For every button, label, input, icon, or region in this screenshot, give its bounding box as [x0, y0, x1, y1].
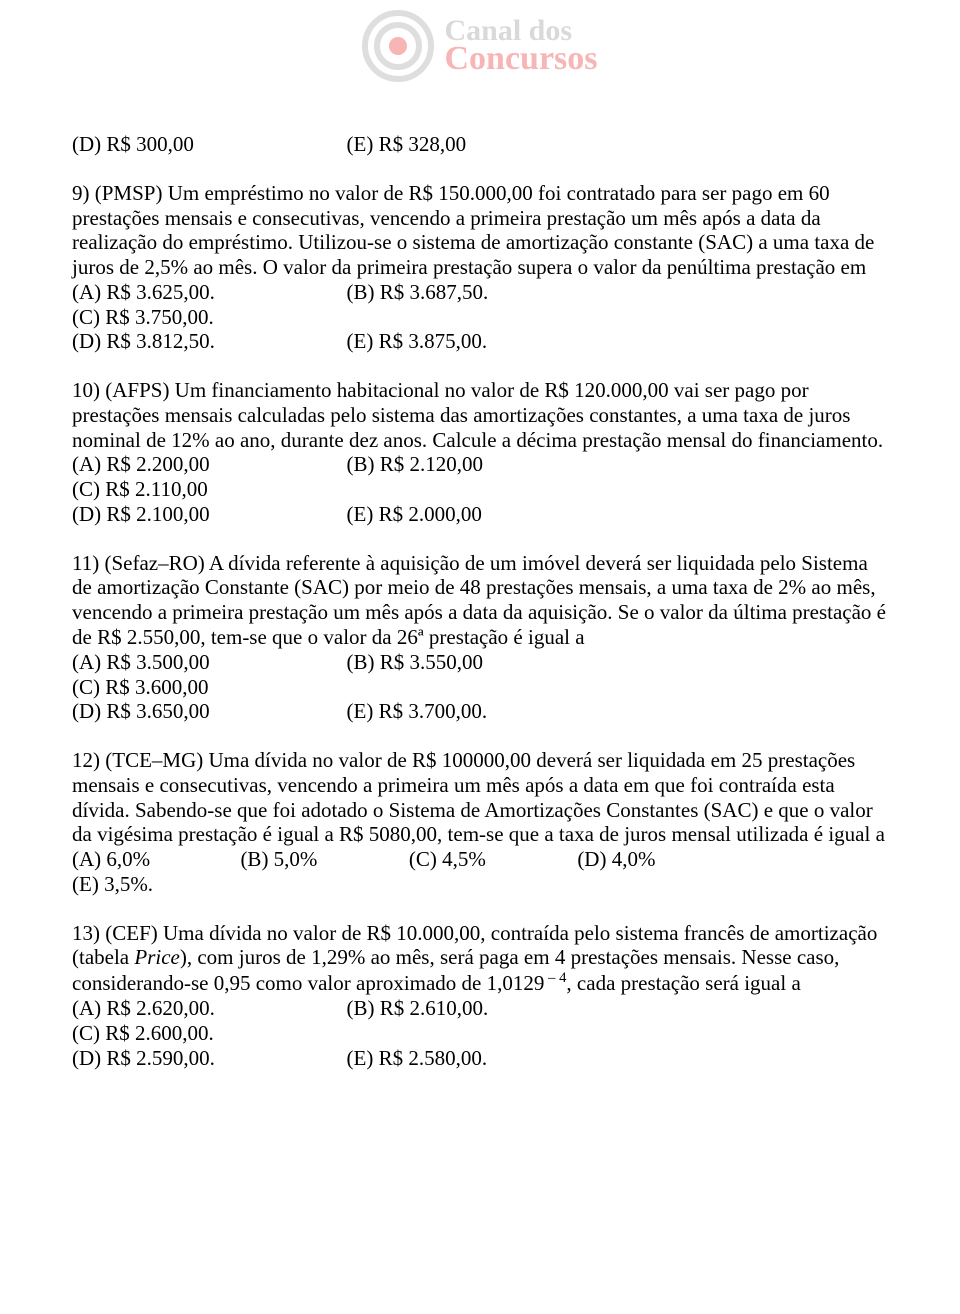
option-e: (E) R$ 3.700,00. — [347, 699, 616, 724]
question-text: 13) (CEF) Uma dívida no valor de R$ 10.0… — [72, 921, 888, 996]
question-13: 13) (CEF) Uma dívida no valor de R$ 10.0… — [72, 921, 888, 1071]
option-a: (A) R$ 3.500,00 — [72, 650, 341, 675]
document-body: (D) R$ 300,00 (E) R$ 328,00 9) (PMSP) Um… — [72, 132, 888, 1070]
logo-text: Canal dos Concursos — [444, 16, 597, 76]
option-c: (C) R$ 3.600,00 — [72, 675, 341, 700]
option-a: (A) R$ 2.620,00. — [72, 996, 341, 1021]
option-d: (D) R$ 2.100,00 — [72, 502, 341, 527]
question-12: 12) (TCE–MG) Uma dívida no valor de R$ 1… — [72, 748, 888, 897]
logo-line2: Concursos — [444, 42, 597, 76]
question-8-options-tail: (D) R$ 300,00 (E) R$ 328,00 — [72, 132, 888, 157]
page: Canal dos Concursos (D) R$ 300,00 (E) R$… — [0, 0, 960, 1314]
option-d: (D) R$ 3.812,50. — [72, 329, 341, 354]
option-d: (D) R$ 2.590,00. — [72, 1046, 341, 1071]
option-a: (A) R$ 2.200,00 — [72, 452, 341, 477]
option-c: (C) R$ 2.600,00. — [72, 1021, 341, 1046]
option-b: (B) R$ 2.120,00 — [347, 452, 616, 477]
option-b: (B) R$ 3.687,50. — [347, 280, 616, 305]
q13-post: , cada prestação será igual a — [566, 971, 800, 995]
option-e: (E) R$ 2.580,00. — [347, 1046, 616, 1071]
option-c: (C) R$ 3.750,00. — [72, 305, 341, 330]
option-b: (B) R$ 3.550,00 — [347, 650, 616, 675]
question-10: 10) (AFPS) Um financiamento habitacional… — [72, 378, 888, 527]
option-e: (E) 3,5%. — [72, 872, 235, 897]
option-b: (B) 5,0% — [240, 847, 403, 872]
option-d: (D) R$ 3.650,00 — [72, 699, 341, 724]
question-text: 12) (TCE–MG) Uma dívida no valor de R$ 1… — [72, 748, 888, 847]
option-d: (D) 4,0% — [577, 847, 740, 872]
q13-exponent: – 4 — [544, 970, 566, 986]
logo-watermark: Canal dos Concursos — [72, 10, 888, 82]
target-icon — [362, 10, 434, 82]
option-e: (E) R$ 2.000,00 — [347, 502, 616, 527]
option-a: (A) 6,0% — [72, 847, 235, 872]
option-e: (E) R$ 328,00 — [347, 132, 616, 157]
question-text: 10) (AFPS) Um financiamento habitacional… — [72, 378, 888, 452]
option-c: (C) R$ 2.110,00 — [72, 477, 341, 502]
q13-price: Price — [134, 945, 179, 969]
option-e: (E) R$ 3.875,00. — [347, 329, 616, 354]
option-d: (D) R$ 300,00 — [72, 132, 341, 157]
option-b: (B) R$ 2.610,00. — [347, 996, 616, 1021]
option-a: (A) R$ 3.625,00. — [72, 280, 341, 305]
question-9: 9) (PMSP) Um empréstimo no valor de R$ 1… — [72, 181, 888, 354]
question-11: 11) (Sefaz–RO) A dívida referente à aqui… — [72, 551, 888, 724]
option-c: (C) 4,5% — [409, 847, 572, 872]
question-text: 11) (Sefaz–RO) A dívida referente à aqui… — [72, 551, 888, 650]
question-text: 9) (PMSP) Um empréstimo no valor de R$ 1… — [72, 181, 888, 280]
